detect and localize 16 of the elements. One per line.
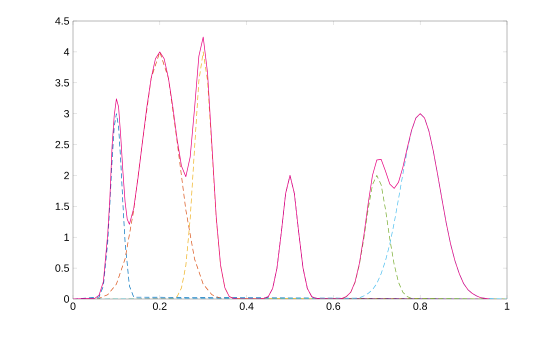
y-tick-label: 3: [64, 110, 70, 118]
y-tick-label: 0: [64, 295, 70, 303]
x-tick-label: 0.8: [413, 302, 428, 310]
y-tick-label: 1: [64, 234, 69, 241]
y-tick-label: 1.5: [56, 202, 70, 210]
x-tick-label: 0.6: [326, 302, 340, 310]
x-tick-label: 0.2: [152, 302, 167, 310]
x-tick-label: 0.4: [240, 302, 254, 310]
y-tick-label: 0.5: [55, 264, 70, 272]
y-tick-label: 2.5: [55, 140, 70, 148]
x-tick-label: 1: [504, 302, 510, 310]
y-tick-label: 4: [64, 48, 70, 56]
y-tick-label: 2: [64, 172, 69, 180]
y-tick-label: 3.5: [55, 79, 70, 86]
y-tick-label: 4.5: [55, 17, 70, 25]
x-tick-label: 0: [70, 302, 76, 310]
